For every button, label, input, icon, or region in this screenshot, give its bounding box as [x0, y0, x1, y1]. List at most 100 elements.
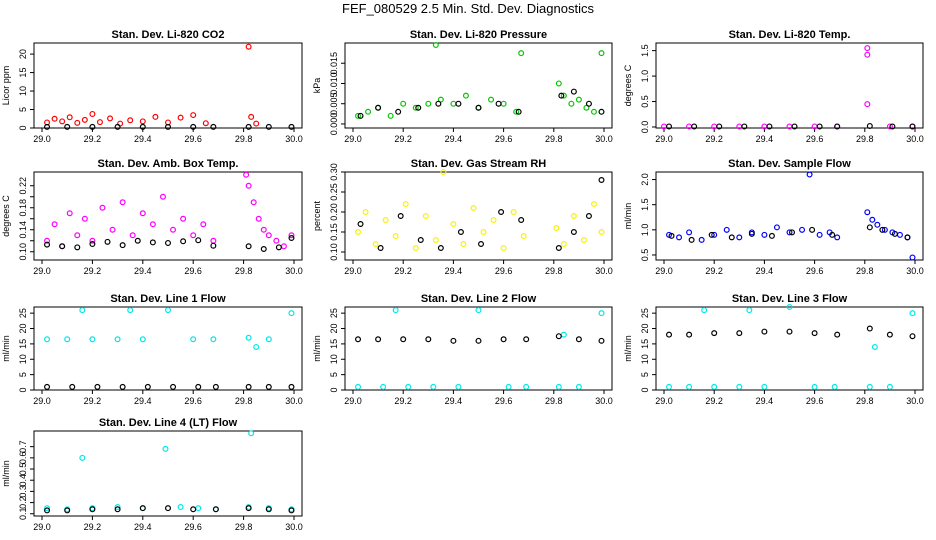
data-point-color	[127, 307, 134, 314]
data-point-color	[510, 209, 517, 216]
data-point-black	[816, 123, 823, 130]
data-point-color	[114, 504, 121, 511]
data-point-color	[362, 209, 369, 216]
data-point-color	[64, 336, 71, 343]
data-point-color	[580, 237, 587, 244]
data-point-color	[89, 110, 96, 117]
data-point-color	[265, 232, 272, 239]
data-point-color	[871, 343, 878, 350]
y-tick-label: 0.3	[18, 485, 28, 498]
data-point-black	[866, 325, 873, 332]
data-point-black	[495, 100, 502, 107]
x-tick-label: 29.8	[235, 134, 253, 144]
chart-panel-3: Stan. Dev. Li-820 Temp. degrees C 29.0 29.2…	[623, 29, 924, 144]
data-point-black	[275, 244, 282, 251]
data-point-black	[265, 123, 272, 130]
data-point-color	[248, 430, 255, 437]
data-point-color	[520, 233, 527, 240]
y-tick-label: 0.5	[18, 463, 28, 476]
data-point-color	[555, 80, 562, 87]
data-point-black	[288, 123, 295, 130]
y-tick-label: 10	[640, 354, 650, 364]
data-point-color	[149, 221, 156, 228]
data-point-color	[736, 234, 743, 241]
x-tick-label: 29.0	[655, 134, 673, 144]
data-point-color	[372, 241, 379, 248]
figure-title: FEF_080529 2.5 Min. Std. Dev. Diagnostic…	[342, 1, 594, 16]
x-tick-label: 29.2	[705, 396, 723, 406]
data-point-black	[598, 177, 605, 184]
data-point-color	[590, 201, 597, 208]
data-point-black	[688, 236, 695, 243]
y-tick-label: 0	[329, 387, 339, 392]
data-point-color	[575, 383, 582, 390]
data-point-color	[44, 505, 51, 512]
y-tick-label: 0.010	[329, 72, 339, 95]
data-point-black	[119, 242, 126, 249]
data-point-black	[260, 246, 267, 253]
data-point-color	[127, 117, 134, 124]
data-point-black	[165, 123, 172, 130]
y-tick-label: 0.6	[18, 452, 28, 465]
y-tick-label: 0.10	[18, 243, 28, 261]
y-tick-label: 0.2	[18, 496, 28, 509]
x-tick-label: 29.2	[705, 134, 723, 144]
y-tick-label: 15	[18, 68, 28, 78]
data-point-color	[273, 237, 280, 244]
x-tick-label: 30.0	[285, 522, 303, 532]
data-point-black	[355, 336, 362, 343]
x-tick-label: 29.6	[184, 396, 202, 406]
data-point-black	[425, 336, 432, 343]
data-point-black	[64, 123, 71, 130]
y-tick-label: 0.18	[18, 199, 28, 217]
y-tick-label: 0.5	[640, 95, 650, 108]
data-point-color	[711, 383, 718, 390]
data-point-black	[728, 234, 735, 241]
y-tick-label: 2.0	[640, 173, 650, 186]
data-point-black	[666, 331, 673, 338]
x-tick-label: 30.0	[285, 134, 303, 144]
data-point-black	[245, 383, 252, 390]
data-point-black	[741, 123, 748, 130]
data-point-black	[59, 243, 66, 250]
x-tick-label: 29.0	[33, 396, 51, 406]
y-tick-label: 20	[640, 324, 650, 334]
data-point-color	[455, 383, 462, 390]
data-point-color	[412, 104, 419, 111]
data-point-color	[500, 100, 507, 107]
data-point-black	[195, 237, 202, 244]
data-point-color	[177, 114, 184, 121]
data-point-black	[598, 108, 605, 115]
data-point-color	[761, 383, 768, 390]
data-point-black	[165, 239, 172, 246]
data-point-color	[109, 226, 116, 233]
data-point-black	[417, 237, 424, 244]
y-tick-label: 0.1	[18, 508, 28, 521]
data-point-color	[107, 115, 114, 122]
data-point-color	[686, 383, 693, 390]
y-tick-label: 0.5	[640, 249, 650, 262]
data-point-color	[864, 51, 871, 58]
data-point-color	[811, 383, 818, 390]
data-point-black	[114, 506, 121, 513]
data-point-black	[450, 337, 457, 344]
data-point-color	[250, 199, 257, 206]
data-point-color	[723, 226, 730, 233]
chart-panel-9: Stan. Dev. Line 3 Flow ml/min 29.0 29.2 29.4…	[623, 293, 924, 406]
data-point-black	[891, 230, 898, 237]
data-point-color	[773, 224, 780, 231]
panel-title: Stan. Dev. Gas Stream RH	[411, 158, 547, 170]
data-point-black	[44, 123, 51, 130]
data-point-black	[711, 330, 718, 337]
data-point-color	[74, 119, 81, 126]
data-point-color	[355, 229, 362, 236]
data-point-black	[288, 235, 295, 242]
data-point-color	[412, 245, 419, 252]
data-point-color	[864, 45, 871, 52]
data-point-color	[355, 112, 362, 119]
plot-frame	[655, 171, 924, 261]
data-point-black	[518, 217, 525, 224]
y-tick-label: 25	[329, 308, 339, 318]
data-point-color	[666, 383, 673, 390]
data-point-color	[180, 215, 187, 222]
